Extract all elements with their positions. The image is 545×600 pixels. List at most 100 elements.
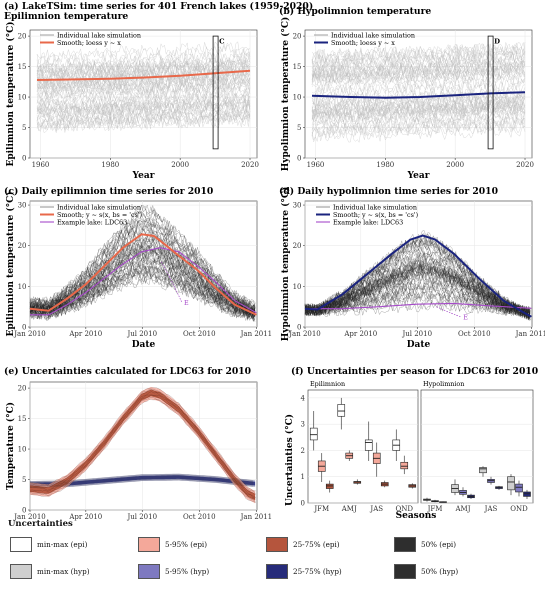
x-tick-label: 2000 — [446, 161, 464, 169]
annotation-arrow — [436, 306, 462, 318]
lake-line — [311, 44, 526, 65]
y-tick-label: 5 — [297, 124, 301, 132]
x-tick-label: Jul 2010 — [126, 330, 157, 338]
hyp-line — [30, 479, 254, 487]
x-tick-label: Oct 2010 — [458, 330, 491, 338]
x-tick-label: Apr 2010 — [343, 330, 377, 338]
annotation-label: E — [463, 313, 468, 321]
lake-line — [311, 57, 526, 78]
lake-line — [311, 105, 526, 126]
lake-line — [36, 109, 251, 129]
epi-line — [29, 389, 256, 494]
x-axis-label: Seasons — [396, 511, 437, 521]
legend-entry: Individual lake simulation — [331, 31, 415, 39]
x-tick-label: AMJ — [454, 505, 470, 513]
x-tick-label: JFM — [427, 505, 443, 513]
lake-line — [29, 251, 256, 317]
epi-line — [29, 389, 256, 495]
y-tick-label: 5 — [22, 124, 26, 132]
lake-line — [311, 119, 526, 141]
y-axis-label: Uncertainties (°C) — [284, 414, 295, 506]
legend-entry: Individual lake simulation — [333, 203, 417, 211]
x-tick-label: Jan 2010 — [13, 330, 46, 338]
epi-line — [29, 395, 256, 500]
lake-line — [311, 117, 526, 138]
example-lake-line — [30, 247, 257, 316]
lake-line — [311, 41, 526, 63]
legend-label: 50% (epi) — [421, 540, 457, 549]
legend-item: 50% (hyp) — [394, 564, 458, 579]
box — [400, 461, 409, 470]
legend-swatch — [138, 564, 160, 579]
x-tick-label: Jan 2011 — [240, 513, 273, 521]
panel-a: (a) LakeTSim: time series for 401 French… — [4, 1, 313, 181]
box — [309, 427, 318, 441]
legend-swatch — [10, 564, 32, 579]
legend-title: Uncertainties — [8, 519, 73, 529]
lake-line — [36, 60, 251, 81]
lake-line — [36, 80, 251, 102]
x-axis-label: Year — [132, 171, 155, 181]
legend-swatch — [138, 537, 160, 552]
legend-item: 25-75% (epi) — [266, 537, 340, 552]
legend-swatch — [266, 537, 288, 552]
lake-line — [36, 51, 251, 73]
legend-label: min-max (hyp) — [37, 567, 90, 576]
x-tick-label: 2020 — [516, 161, 534, 169]
annotation-label: E — [184, 299, 189, 307]
lake-line — [29, 210, 256, 311]
smooth-line — [36, 69, 251, 81]
x-axis-label: Year — [407, 171, 430, 181]
x-tick-label: JAS — [369, 505, 383, 513]
lake-line — [311, 48, 526, 68]
annotation-label: D — [494, 37, 500, 45]
plot-area — [29, 381, 258, 511]
x-tick-label: Jan 2011 — [515, 330, 545, 338]
legend-item: min-max (epi) — [10, 537, 87, 552]
hyp-line — [29, 474, 254, 483]
lake-line — [36, 55, 251, 76]
x-tick-label: OND — [396, 505, 414, 513]
lake-line — [29, 256, 256, 319]
legend-label: min-max (epi) — [37, 540, 88, 549]
x-tick-label: JFM — [313, 505, 329, 513]
lake-line — [29, 271, 256, 322]
y-tick-label: 0 — [22, 154, 26, 162]
y-tick-label: 0 — [22, 323, 26, 331]
x-tick-label: 1960 — [307, 161, 325, 169]
lake-line — [36, 103, 251, 123]
legend-item: 25-75% (hyp) — [266, 564, 342, 579]
lake-line — [311, 103, 526, 123]
y-tick-label: 20 — [18, 242, 27, 250]
x-axis-label: Date — [132, 340, 156, 350]
y-tick-label: 10 — [293, 93, 302, 101]
y-tick-label: 0 — [301, 499, 305, 507]
box — [337, 404, 346, 417]
y-tick-label: 10 — [18, 93, 27, 101]
lake-line — [36, 76, 251, 96]
lake-line — [304, 280, 531, 319]
x-tick-label: AMJ — [341, 505, 357, 513]
lake-line — [29, 205, 256, 308]
legend-entry: Smooth; loess y ~ x — [331, 39, 395, 47]
lake-line — [304, 280, 531, 316]
legend-entry: Smooth; y ~ s(x, bs = 'cs') — [57, 211, 142, 219]
facet-label: Epilimnion — [310, 380, 345, 388]
smooth-line — [29, 233, 257, 316]
panel-title: (c) Daily epilimnion time series for 201… — [4, 186, 213, 197]
lake-simulation-lines — [29, 204, 256, 323]
lake-line — [311, 78, 526, 98]
lake-line — [36, 85, 251, 107]
smooth-line — [304, 234, 532, 318]
x-tick-label: Jan 2010 — [13, 513, 46, 521]
x-tick-label: Oct 2010 — [183, 330, 216, 338]
lake-line — [304, 251, 531, 318]
lake-line — [37, 113, 251, 133]
epi-line — [29, 387, 256, 492]
lake-line — [29, 218, 256, 315]
y-tick-label: 10 — [18, 445, 27, 453]
annotation-label: C — [219, 37, 225, 45]
lake-line — [311, 98, 526, 119]
y-axis-label: Epilimnion temperature (°C) — [5, 21, 16, 166]
x-tick-label: 1960 — [32, 161, 50, 169]
